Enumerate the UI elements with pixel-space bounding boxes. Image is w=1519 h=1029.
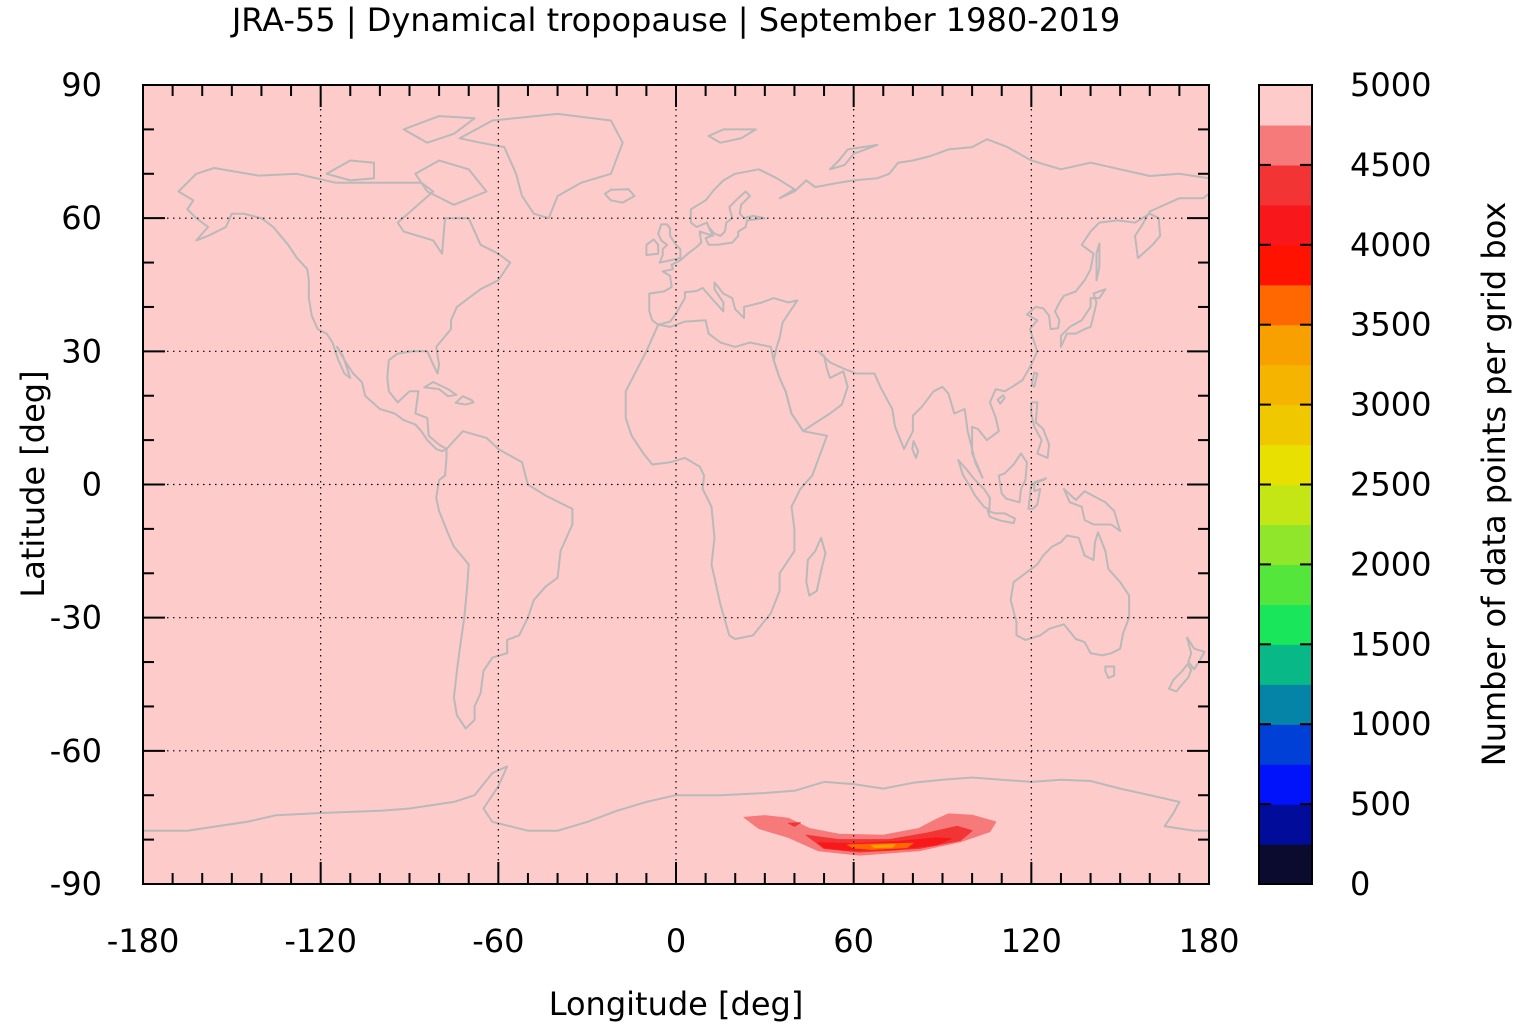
y-tick-label: 0 <box>82 466 102 504</box>
x-tick-label: -60 <box>472 922 524 960</box>
sri-lanka-coast <box>911 440 920 459</box>
y-tick-label: 30 <box>61 332 102 370</box>
colorbar-segment-1500 <box>1259 604 1312 645</box>
contour-fills <box>743 813 997 856</box>
colorbar-segment-0 <box>1259 844 1312 885</box>
x-axis-label: Longitude [deg] <box>549 985 804 1023</box>
scandinavia-baltic-coast <box>704 190 766 246</box>
colorbar-segment-2750 <box>1259 404 1312 446</box>
x-tick-label: 60 <box>833 922 874 960</box>
x-axis-tick-labels: -180 -120 -60 0 60 120 180 <box>107 922 1240 960</box>
colorbar-tick-label: 1500 <box>1350 625 1431 663</box>
colorbar-tick-label: 5000 <box>1350 66 1431 104</box>
baffin-coast <box>414 159 488 206</box>
colorbar-tick-label: 1000 <box>1350 705 1431 743</box>
canadian-arctic-coast <box>402 115 476 144</box>
y-tick-label: -30 <box>50 599 102 637</box>
tasmania-coast <box>1104 665 1116 679</box>
colorbar-segment-1750 <box>1259 564 1312 605</box>
novaya-zemlya-coast <box>829 143 879 171</box>
cuba-coast <box>423 381 458 398</box>
y-axis-label: Latitude [deg] <box>14 370 52 597</box>
colorbar-segment-2500 <box>1259 444 1312 486</box>
hainan-coast <box>996 394 1006 405</box>
contour-level-3500-5 <box>870 844 896 849</box>
hispaniola-coast <box>454 395 475 406</box>
x-tick-label: -120 <box>284 922 357 960</box>
colorbar-tick-label: 4500 <box>1350 146 1431 184</box>
coastlines <box>142 112 1210 832</box>
colorbar-segment-3250 <box>1259 324 1312 366</box>
colorbar-segment-2250 <box>1259 484 1312 526</box>
sulawesi-coast <box>1027 477 1048 510</box>
colorbar-segment-4500 <box>1259 124 1312 166</box>
x-tick-label: -180 <box>107 922 180 960</box>
colorbar-tick-label: 2500 <box>1350 466 1431 504</box>
colorbar-tick-label: 3500 <box>1350 306 1431 344</box>
java-coast <box>986 510 1016 525</box>
colorbar-tick-label: 500 <box>1350 785 1411 823</box>
x-tick-label: 180 <box>1178 922 1239 960</box>
colorbar-tick-labels: 0 500 1000 1500 2000 2500 3000 3500 4000 4500 5000 <box>1350 66 1431 903</box>
colorbar <box>1258 84 1313 885</box>
antarctica-coast <box>142 765 1210 832</box>
colorbar-segment-4000 <box>1259 204 1312 246</box>
greenland-coast <box>458 112 624 220</box>
chart-title: JRA-55 | Dynamical tropopause | Septembe… <box>230 1 1120 39</box>
south-america-coast <box>435 430 574 730</box>
colorbar-segment-750 <box>1259 724 1312 765</box>
sakhalin-coast <box>1095 242 1101 282</box>
contour-level-4500-1 <box>788 822 801 827</box>
y-tick-label: 60 <box>61 199 102 237</box>
svalbard-coast <box>707 128 757 144</box>
ireland-coast <box>645 238 660 256</box>
taiwan-coast <box>1030 371 1039 388</box>
sumatra-coast <box>957 459 991 512</box>
colorbar-tick-label: 2000 <box>1350 545 1431 583</box>
colorbar-segment-1250 <box>1259 644 1312 685</box>
japan-coast <box>1059 288 1107 348</box>
new-zealand-south-coast <box>1168 663 1193 693</box>
y-tick-label: -90 <box>50 865 102 903</box>
colorbar-tick-label: 3000 <box>1350 386 1431 424</box>
new-guinea-coast <box>1062 487 1122 533</box>
colorbar-segment-250 <box>1259 804 1312 845</box>
madagascar-coast <box>805 536 827 597</box>
australia-coast <box>1009 531 1131 657</box>
colorbar-segment-500 <box>1259 764 1312 805</box>
x-tick-label: 0 <box>666 922 686 960</box>
colorbar-tick-label: 0 <box>1350 865 1370 903</box>
colorbar-segment-3750 <box>1259 244 1312 286</box>
new-zealand-coast <box>1186 636 1206 671</box>
iceland-coast <box>603 188 636 204</box>
africa-coast <box>624 319 828 640</box>
north-america-coast <box>177 167 512 453</box>
borneo-coast <box>997 452 1028 504</box>
eurasia-coast <box>648 138 1210 479</box>
british-isles-coast <box>657 223 682 264</box>
y-tick-label: -60 <box>50 732 102 770</box>
y-tick-label: 90 <box>61 66 102 104</box>
map-plot-area <box>142 84 1210 885</box>
colorbar-segment-4250 <box>1259 164 1312 206</box>
colorbar-segment-4750 <box>1259 85 1312 126</box>
colorbar-label: Number of data points per grid box <box>1475 202 1513 766</box>
grid-lines <box>143 85 1209 884</box>
y-axis-tick-labels: 90 60 30 0 -30 -60 -90 <box>50 66 102 903</box>
axis-ticks <box>142 84 1210 885</box>
philippines-coast <box>1030 401 1051 459</box>
x-tick-label: 120 <box>1001 922 1062 960</box>
colorbar-tick-label: 4000 <box>1350 226 1431 264</box>
colorbar-segment-3500 <box>1259 284 1312 326</box>
colorbar-segment-1000 <box>1259 684 1312 725</box>
victoria-island-coast <box>325 159 375 182</box>
colorbar-segment-2000 <box>1259 524 1312 565</box>
colorbar-segment-3000 <box>1259 364 1312 406</box>
